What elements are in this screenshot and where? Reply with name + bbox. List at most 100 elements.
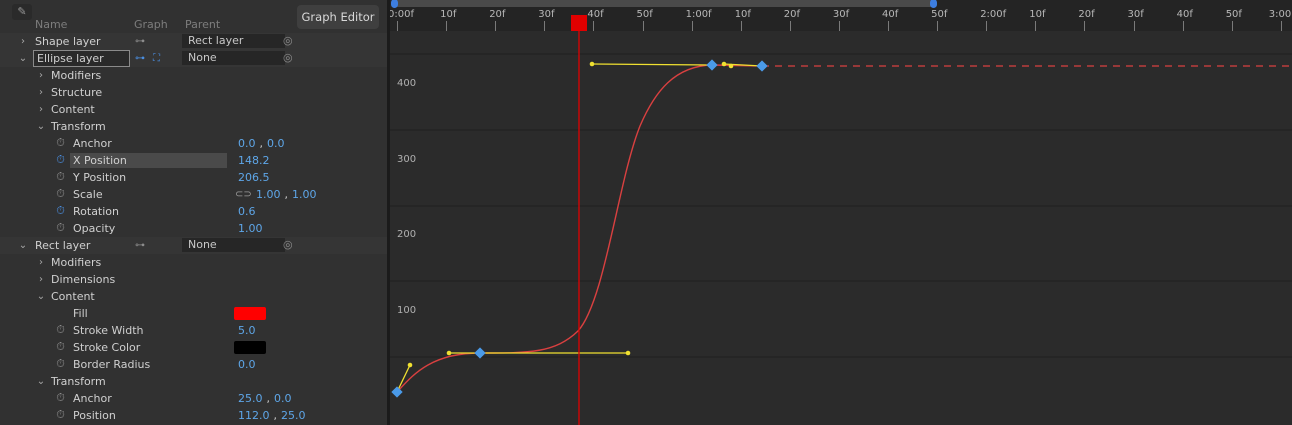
value-x[interactable]: 25.0 (238, 392, 263, 405)
group-label[interactable]: Transform (51, 375, 106, 388)
expand-chevron-icon[interactable]: ⌄ (18, 240, 28, 251)
color-swatch[interactable] (234, 307, 266, 320)
group-row[interactable]: › Modifiers (0, 254, 387, 271)
stopwatch-icon[interactable]: ⏱ (56, 170, 65, 183)
property-value[interactable]: 0.0, 0.0 (238, 135, 285, 152)
stopwatch-icon[interactable]: ⏱ (56, 323, 65, 336)
stopwatch-icon[interactable]: ⏱ (56, 187, 65, 200)
property-row[interactable]: ⏱ Stroke Color (0, 339, 387, 356)
color-swatch[interactable] (234, 341, 266, 354)
group-row[interactable]: ⌄ Transform (0, 373, 387, 390)
group-row[interactable]: ⌄ Content (0, 288, 387, 305)
tangent-handle-point[interactable] (589, 61, 595, 67)
pen-tool-icon[interactable]: ✎ (12, 4, 32, 20)
layer-row[interactable]: › Shape layer ⊶ Rect layer ◎ (0, 33, 387, 50)
group-label[interactable]: Content (51, 103, 95, 116)
curve-graph[interactable] (390, 31, 1292, 425)
animation-curve[interactable] (396, 64, 763, 393)
timeline-ruler[interactable]: 0:00f 10f 20f 30f 40f 50f 1:00f 10f 20f 30f 40f 50f… (390, 0, 1292, 31)
parent-select[interactable]: None (182, 238, 285, 252)
graph-link-icon[interactable]: ⊶ (135, 240, 145, 251)
property-value[interactable]: 148.2 (238, 152, 270, 169)
value-x[interactable]: 0.6 (238, 205, 256, 218)
keyframe-diamond[interactable] (756, 60, 768, 72)
value-x[interactable]: 0.0 (238, 137, 256, 150)
value-y[interactable]: 0.0 (274, 392, 292, 405)
expand-chevron-icon[interactable]: ⌄ (36, 376, 46, 387)
group-row[interactable]: › Dimensions (0, 271, 387, 288)
property-row[interactable]: ⏱ Rotation 0.6 (0, 203, 387, 220)
property-row[interactable]: ⏱ Anchor 0.0, 0.0 (0, 135, 387, 152)
tangent-handle-point[interactable] (625, 350, 631, 356)
property-row[interactable]: ⏱ X Position 148.2 (0, 152, 387, 169)
property-row[interactable]: ⏱ Anchor 25.0, 0.0 (0, 390, 387, 407)
stopwatch-icon[interactable]: ⏱ (56, 153, 65, 166)
property-value[interactable]: 1.00 (238, 220, 263, 237)
stopwatch-icon[interactable]: ⏱ (56, 204, 65, 217)
graph-editor-button[interactable]: Graph Editor (297, 5, 379, 29)
link-icon[interactable]: ⊂⊃ (235, 189, 252, 200)
property-value[interactable]: 1.00, 1.00 (256, 186, 317, 203)
collapse-chevron-icon[interactable]: › (39, 87, 43, 98)
property-value[interactable]: 0.6 (238, 203, 256, 220)
property-row[interactable]: ⏱ Opacity 1.00 (0, 220, 387, 237)
property-value[interactable]: 5.0 (238, 322, 256, 339)
stopwatch-icon[interactable]: ⏱ (56, 357, 65, 370)
value-y[interactable]: 0.0 (267, 137, 285, 150)
timeline-scrollbar[interactable] (391, 0, 937, 8)
property-row[interactable]: Fill (0, 305, 387, 322)
property-row[interactable]: ⏱ Stroke Width 5.0 (0, 322, 387, 339)
collapse-chevron-icon[interactable]: › (39, 104, 43, 115)
group-label[interactable]: Content (51, 290, 95, 303)
collapse-chevron-icon[interactable]: › (39, 257, 43, 268)
tangent-handle-line[interactable] (591, 63, 713, 66)
keyframe-diamond[interactable] (706, 59, 718, 71)
stopwatch-icon[interactable]: ⏱ (56, 340, 65, 353)
property-value[interactable]: 206.5 (238, 169, 270, 186)
property-row[interactable]: ⏱ Scale ⊂⊃ 1.00, 1.00 (0, 186, 387, 203)
spiral-icon[interactable]: ◎ (283, 34, 293, 47)
value-y[interactable]: 25.0 (281, 409, 306, 422)
playhead-handle[interactable] (571, 15, 587, 31)
graph-link-icon[interactable]: ⊶ (135, 53, 145, 64)
stopwatch-icon[interactable]: ⏱ (56, 221, 65, 234)
value-x[interactable]: 5.0 (238, 324, 256, 337)
group-label[interactable]: Dimensions (51, 273, 116, 286)
value-x[interactable]: 206.5 (238, 171, 270, 184)
fit-view-icon[interactable]: ⛶ (153, 53, 160, 64)
group-label[interactable]: Structure (51, 86, 103, 99)
spiral-icon[interactable]: ◎ (283, 51, 293, 64)
collapse-chevron-icon[interactable]: › (21, 36, 25, 47)
group-row[interactable]: › Structure (0, 84, 387, 101)
value-y[interactable]: 1.00 (292, 188, 317, 201)
layer-name[interactable]: Ellipse layer (33, 50, 130, 67)
value-x[interactable]: 1.00 (256, 188, 281, 201)
property-value[interactable]: 112.0, 25.0 (238, 407, 306, 424)
expand-chevron-icon[interactable]: ⌄ (36, 291, 46, 302)
expand-chevron-icon[interactable]: ⌄ (18, 53, 28, 64)
property-row[interactable]: ⏱ Border Radius 0.0 (0, 356, 387, 373)
stopwatch-icon[interactable]: ⏱ (56, 136, 65, 149)
parent-select[interactable]: None (182, 51, 285, 65)
group-label[interactable]: Transform (51, 120, 106, 133)
group-row[interactable]: › Content (0, 101, 387, 118)
value-x[interactable]: 1.00 (238, 222, 263, 235)
collapse-chevron-icon[interactable]: › (39, 274, 43, 285)
group-label[interactable]: Modifiers (51, 256, 102, 269)
group-row[interactable]: › Modifiers (0, 67, 387, 84)
layer-row[interactable]: ⌄ Ellipse layer ⊶ ⛶ None ◎ (0, 50, 387, 67)
property-value[interactable]: 0.0 (238, 356, 256, 373)
value-x[interactable]: 148.2 (238, 154, 270, 167)
tangent-handle-point[interactable] (721, 61, 727, 67)
graph-link-icon[interactable]: ⊶ (135, 36, 145, 47)
collapse-chevron-icon[interactable]: › (39, 70, 43, 81)
layer-name[interactable]: Shape layer (35, 35, 101, 48)
tangent-handle-point[interactable] (407, 362, 413, 368)
group-row[interactable]: ⌄ Transform (0, 118, 387, 135)
layer-name[interactable]: Rect layer (35, 239, 91, 252)
parent-select[interactable]: Rect layer (182, 34, 285, 48)
panel-divider[interactable] (387, 0, 390, 425)
property-row[interactable]: ⏱ Y Position 206.5 (0, 169, 387, 186)
group-label[interactable]: Modifiers (51, 69, 102, 82)
expand-chevron-icon[interactable]: ⌄ (36, 121, 46, 132)
